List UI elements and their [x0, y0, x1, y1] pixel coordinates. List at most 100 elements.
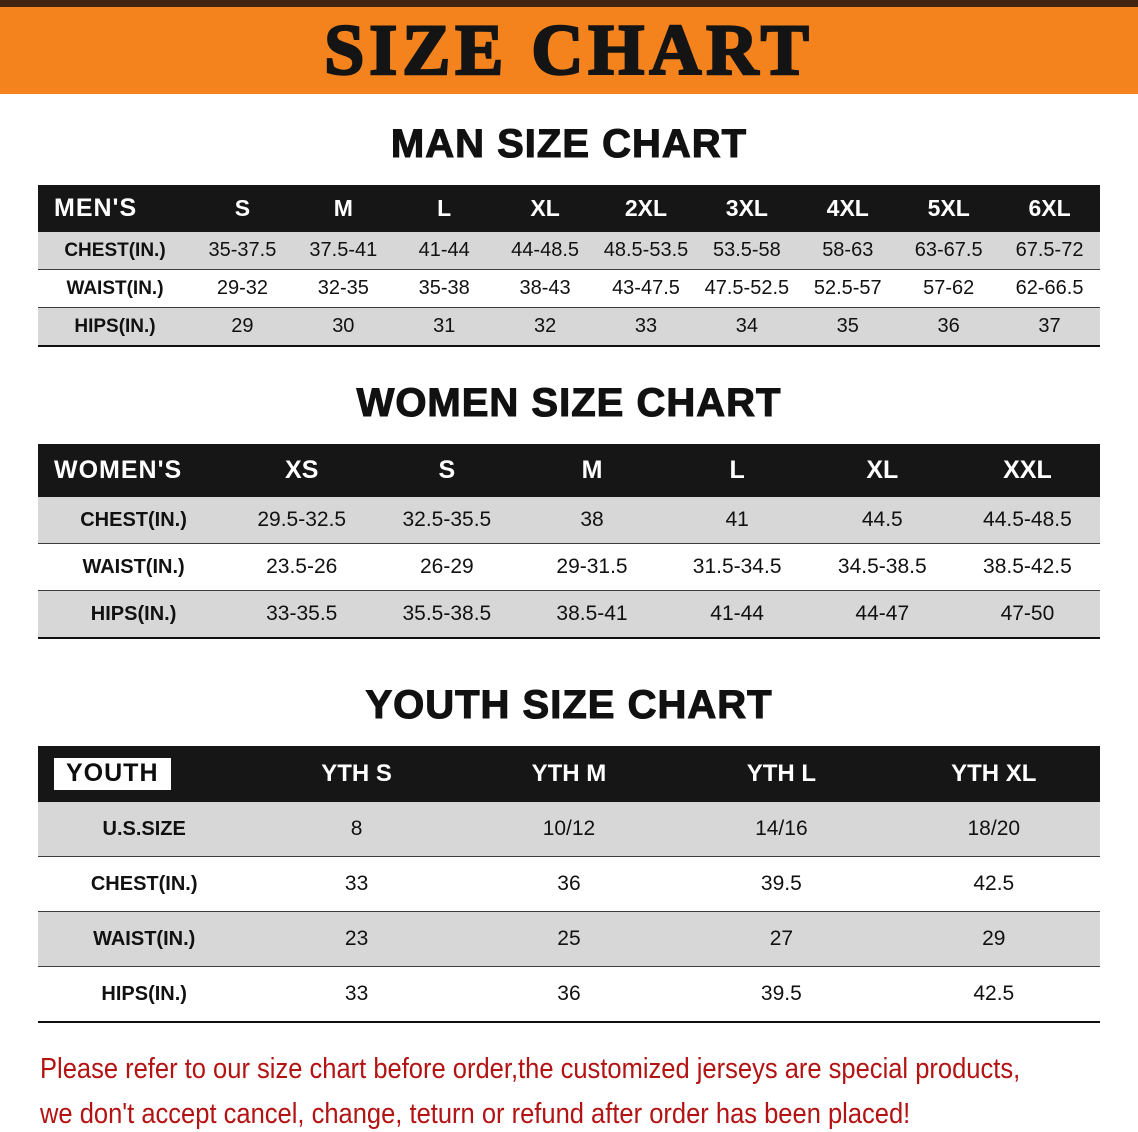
value-cell: 38.5-41 — [519, 590, 665, 639]
measure-label-cell: CHEST(IN.) — [38, 232, 192, 270]
value-cell: 34.5-38.5 — [809, 543, 955, 591]
size-header-cell: M — [292, 185, 394, 232]
value-cell: 44-47 — [809, 590, 955, 639]
value-cell: 33 — [595, 307, 697, 347]
value-cell: 41-44 — [664, 590, 810, 639]
value-cell: 33-35.5 — [229, 590, 375, 639]
value-cell: 34 — [696, 307, 798, 347]
table-title-cell: WOMEN'S — [38, 444, 230, 497]
size-header-cell: L — [393, 185, 495, 232]
size-header-cell: L — [664, 444, 810, 497]
value-cell: 35-37.5 — [191, 232, 293, 270]
measure-label-cell: WAIST(IN.) — [38, 269, 192, 308]
section-women: WOMEN SIZE CHART WOMEN'S XS S M L XL XXL CHEST(… — [0, 380, 1138, 639]
size-header-cell: 6XL — [999, 185, 1100, 232]
table-row: U.S.SIZE 8 10/12 14/16 18/20 — [38, 802, 1100, 857]
section-men: MAN SIZE CHART MEN'S S M L XL 2XL 3XL 4XL 5XL 6XL… — [0, 121, 1138, 347]
value-cell: 36 — [898, 307, 1000, 347]
table-header-row: WOMEN'S XS S M L XL XXL — [38, 444, 1100, 497]
value-cell: 52.5-57 — [797, 269, 899, 308]
size-header-cell: XL — [809, 444, 955, 497]
value-cell: 57-62 — [898, 269, 1000, 308]
value-cell: 30 — [292, 307, 394, 347]
value-cell: 41-44 — [393, 232, 495, 270]
value-cell: 58-63 — [797, 232, 899, 270]
value-cell: 35.5-38.5 — [374, 590, 520, 639]
value-cell: 29 — [887, 911, 1100, 967]
men-size-table: MEN'S S M L XL 2XL 3XL 4XL 5XL 6XL CHEST(IN.) 35-37… — [38, 185, 1100, 347]
measure-label-cell: CHEST(IN.) — [38, 497, 230, 544]
measure-label-cell: CHEST(IN.) — [38, 856, 251, 912]
value-cell: 31 — [393, 307, 495, 347]
size-header-cell: YTH M — [462, 746, 676, 802]
value-cell: 14/16 — [675, 802, 888, 857]
value-cell: 63-67.5 — [898, 232, 1000, 270]
value-cell: 47-50 — [954, 590, 1100, 639]
table-row: HIPS(IN.) 33 36 39.5 42.5 — [38, 966, 1100, 1023]
measure-label-cell: HIPS(IN.) — [38, 590, 230, 639]
value-cell: 36 — [462, 966, 676, 1023]
size-header-cell: YTH L — [675, 746, 888, 802]
value-cell: 27 — [675, 911, 888, 967]
value-cell: 47.5-52.5 — [696, 269, 798, 308]
size-header-cell: M — [519, 444, 665, 497]
value-cell: 35 — [797, 307, 899, 347]
value-cell: 29 — [191, 307, 293, 347]
value-cell: 31.5-34.5 — [664, 543, 810, 591]
size-header-cell: XS — [229, 444, 375, 497]
measure-label-cell: U.S.SIZE — [38, 802, 251, 857]
table-title-label: YOUTH — [54, 758, 171, 790]
value-cell: 42.5 — [887, 966, 1100, 1023]
table-row: WAIST(IN.) 23 25 27 29 — [38, 911, 1100, 967]
page-title: SIZE CHART — [323, 9, 814, 92]
value-cell: 8 — [250, 802, 463, 857]
value-cell: 23 — [250, 911, 463, 967]
table-title-cell: YOUTH — [38, 746, 251, 802]
value-cell: 62-66.5 — [999, 269, 1100, 308]
notice-line-1: Please refer to our size chart before or… — [40, 1053, 1021, 1085]
value-cell: 29.5-32.5 — [229, 497, 375, 544]
value-cell: 44-48.5 — [494, 232, 596, 270]
size-header-cell: 5XL — [898, 185, 1000, 232]
value-cell: 41 — [664, 497, 810, 544]
value-cell: 33 — [250, 966, 463, 1023]
youth-chart-heading: YOUTH SIZE CHART — [365, 682, 773, 727]
section-youth: YOUTH SIZE CHART YOUTH YTH S YTH M YTH L YTH… — [0, 682, 1138, 1023]
size-header-cell: 3XL — [696, 185, 798, 232]
value-cell: 37.5-41 — [292, 232, 394, 270]
value-cell: 23.5-26 — [229, 543, 375, 591]
value-cell: 38.5-42.5 — [954, 543, 1100, 591]
size-header-cell: 4XL — [797, 185, 899, 232]
measure-label-cell: WAIST(IN.) — [38, 911, 251, 967]
value-cell: 32.5-35.5 — [374, 497, 520, 544]
table-header-row: YOUTH YTH S YTH M YTH L YTH XL — [38, 746, 1100, 802]
table-row: CHEST(IN.) 33 36 39.5 42.5 — [38, 856, 1100, 912]
value-cell: 32-35 — [292, 269, 394, 308]
value-cell: 29-32 — [191, 269, 293, 308]
table-row: WAIST(IN.) 23.5-26 26-29 29-31.5 31.5-34.5 34… — [38, 543, 1100, 591]
footer-notice: Please refer to our size chart before or… — [40, 1053, 1138, 1131]
value-cell: 32 — [494, 307, 596, 347]
measure-label-cell: HIPS(IN.) — [38, 966, 251, 1023]
value-cell: 36 — [462, 856, 676, 912]
value-cell: 44.5 — [809, 497, 955, 544]
value-cell: 39.5 — [675, 966, 888, 1023]
value-cell: 18/20 — [887, 802, 1100, 857]
table-row: CHEST(IN.) 29.5-32.5 32.5-35.5 38 41 44.5 44.5… — [38, 497, 1100, 544]
women-size-table: WOMEN'S XS S M L XL XXL CHEST(IN.) 29.5-32.5 32.5… — [38, 444, 1100, 639]
value-cell: 35-38 — [393, 269, 495, 308]
size-header-cell: S — [374, 444, 520, 497]
value-cell: 37 — [999, 307, 1100, 347]
table-row: WAIST(IN.) 29-32 32-35 35-38 38-43 43-47.5 47.… — [38, 269, 1100, 308]
value-cell: 39.5 — [675, 856, 888, 912]
measure-label-cell: HIPS(IN.) — [38, 307, 192, 347]
measure-label-cell: WAIST(IN.) — [38, 543, 230, 591]
value-cell: 48.5-53.5 — [595, 232, 697, 270]
value-cell: 38-43 — [494, 269, 596, 308]
value-cell: 42.5 — [887, 856, 1100, 912]
value-cell: 25 — [462, 911, 676, 967]
size-header-cell: YTH S — [250, 746, 463, 802]
size-header-cell: 2XL — [595, 185, 697, 232]
table-row: HIPS(IN.) 29 30 31 32 33 34 35 36 37 — [38, 307, 1100, 347]
